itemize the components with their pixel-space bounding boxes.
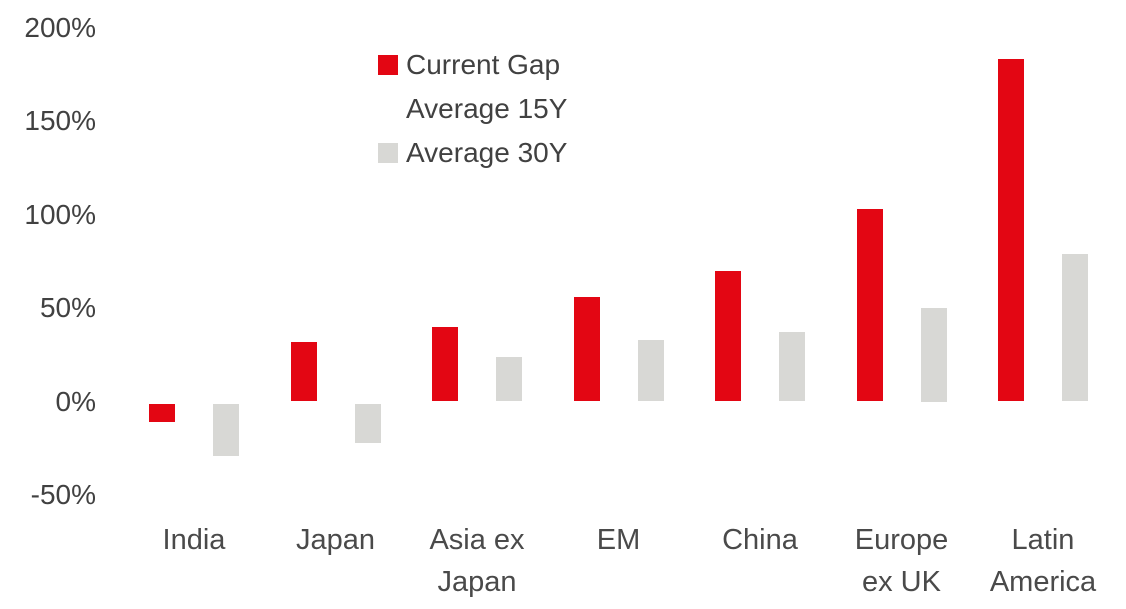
legend-label: Average 15Y	[406, 93, 568, 124]
y-tick-label-0: 0%	[55, 385, 96, 417]
bar-current-gap-average-15y-china	[715, 270, 741, 402]
x-tick-label-em: EM	[596, 524, 641, 556]
legend-swatch-spacer	[378, 99, 398, 119]
bar-average-30y-asia-ex-japan	[496, 356, 522, 402]
bar-current-gap-average-15y-latin-america	[998, 59, 1024, 402]
legend-row-average-30y: Average 30Y	[378, 131, 567, 175]
legend: Current Gap Average 15Y Average 30Y	[378, 43, 567, 175]
bar-current-gap-average-15y-asia-ex-japan	[432, 326, 458, 402]
y-tick-label-200: 200%	[24, 11, 96, 43]
legend-label: Current Gap	[406, 49, 561, 80]
legend-label: Average 30Y	[406, 137, 568, 168]
legend-swatch-icon	[378, 55, 398, 75]
bar-average-30y-china	[779, 332, 805, 402]
legend-swatch-icon	[378, 143, 398, 163]
bar-average-30y-europe-ex-uk	[920, 308, 947, 402]
bar-current-gap-average-15y-em	[573, 296, 600, 402]
x-tick-label-china: China	[722, 524, 798, 556]
y-tick-label-150: 150%	[24, 105, 96, 136]
bar-average-30y-japan	[354, 403, 381, 443]
bar-average-30y-india	[213, 403, 239, 456]
x-tick-label-india: India	[162, 524, 226, 556]
legend-row-average-15y: Average 15Y	[378, 87, 567, 131]
x-tick-label-japan: Japan	[295, 524, 375, 556]
bar-current-gap-average-15y-europe-ex-uk	[856, 208, 883, 402]
y-tick-label-50: 50%	[39, 292, 96, 323]
x-tick-label-latin-america: Latin America	[989, 524, 1097, 598]
x-tick-label-europe-ex-uk: Europe ex UK	[854, 524, 949, 598]
y-tick-label-100: 100%	[24, 198, 96, 230]
bar-current-gap-average-15y-japan	[290, 341, 317, 402]
bar-average-30y-em	[637, 339, 664, 402]
bar-current-gap-average-15y-india	[149, 403, 175, 423]
y-tick-label-50: -50%	[30, 479, 96, 510]
bar-average-30y-latin-america	[1062, 253, 1088, 402]
legend-row-current-gap: Current Gap	[378, 43, 567, 87]
x-tick-label-asia-ex-japan: Asia ex Japan	[429, 524, 525, 598]
